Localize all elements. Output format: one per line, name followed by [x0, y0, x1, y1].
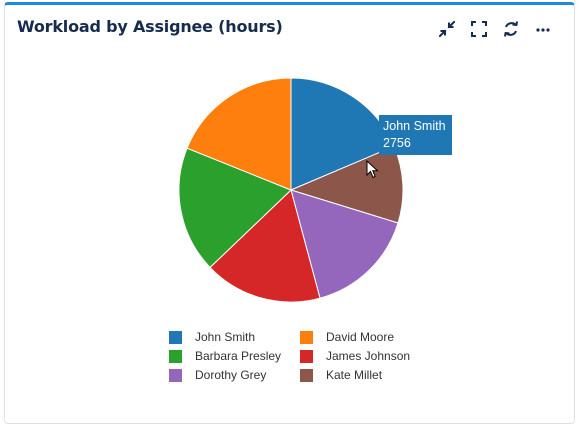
fullscreen-icon[interactable]: [469, 19, 489, 39]
legend-label: James Johnson: [326, 349, 411, 363]
tooltip-value: 2756: [383, 136, 411, 150]
legend-item-dorothy-grey[interactable]: Dorothy Grey: [169, 367, 300, 383]
legend-label: Barbara Presley: [195, 349, 282, 363]
pie-slice-barbara-presley[interactable]: [178, 147, 292, 269]
legend-swatch: [300, 368, 313, 382]
legend-swatch: [169, 349, 182, 363]
chart-legend: John Smith David Moore Barbara Presley Jame…: [169, 329, 431, 383]
legend-item-barbara-presley[interactable]: Barbara Presley: [169, 348, 300, 364]
pie-slice-dorothy-grey[interactable]: [290, 189, 399, 299]
legend-swatch: [300, 330, 313, 344]
mouse-cursor-icon: [366, 160, 379, 179]
widget-title: Workload by Assignee (hours): [17, 17, 283, 36]
more-options-icon[interactable]: [533, 19, 553, 39]
collapse-icon[interactable]: [437, 19, 457, 39]
legend-item-john-smith[interactable]: John Smith: [169, 329, 300, 345]
legend-label: Dorothy Grey: [195, 368, 267, 382]
legend-swatch: [169, 330, 182, 344]
legend-swatch: [300, 349, 313, 363]
legend-item-kate-millet[interactable]: Kate Millet: [300, 367, 431, 383]
pie-slice-david-moore[interactable]: [186, 77, 292, 191]
tooltip-label: John Smith: [383, 119, 446, 133]
legend-item-david-moore[interactable]: David Moore: [300, 329, 431, 345]
legend-label: David Moore: [326, 330, 395, 344]
legend-item-james-johnson[interactable]: James Johnson: [300, 348, 431, 364]
legend-label: Kate Millet: [326, 368, 383, 382]
chart-tooltip: John Smith 2756: [373, 115, 452, 155]
refresh-icon[interactable]: [501, 19, 521, 39]
legend-label: John Smith: [195, 330, 256, 344]
legend-swatch: [169, 368, 182, 382]
pie-slice-james-johnson[interactable]: [209, 189, 321, 303]
